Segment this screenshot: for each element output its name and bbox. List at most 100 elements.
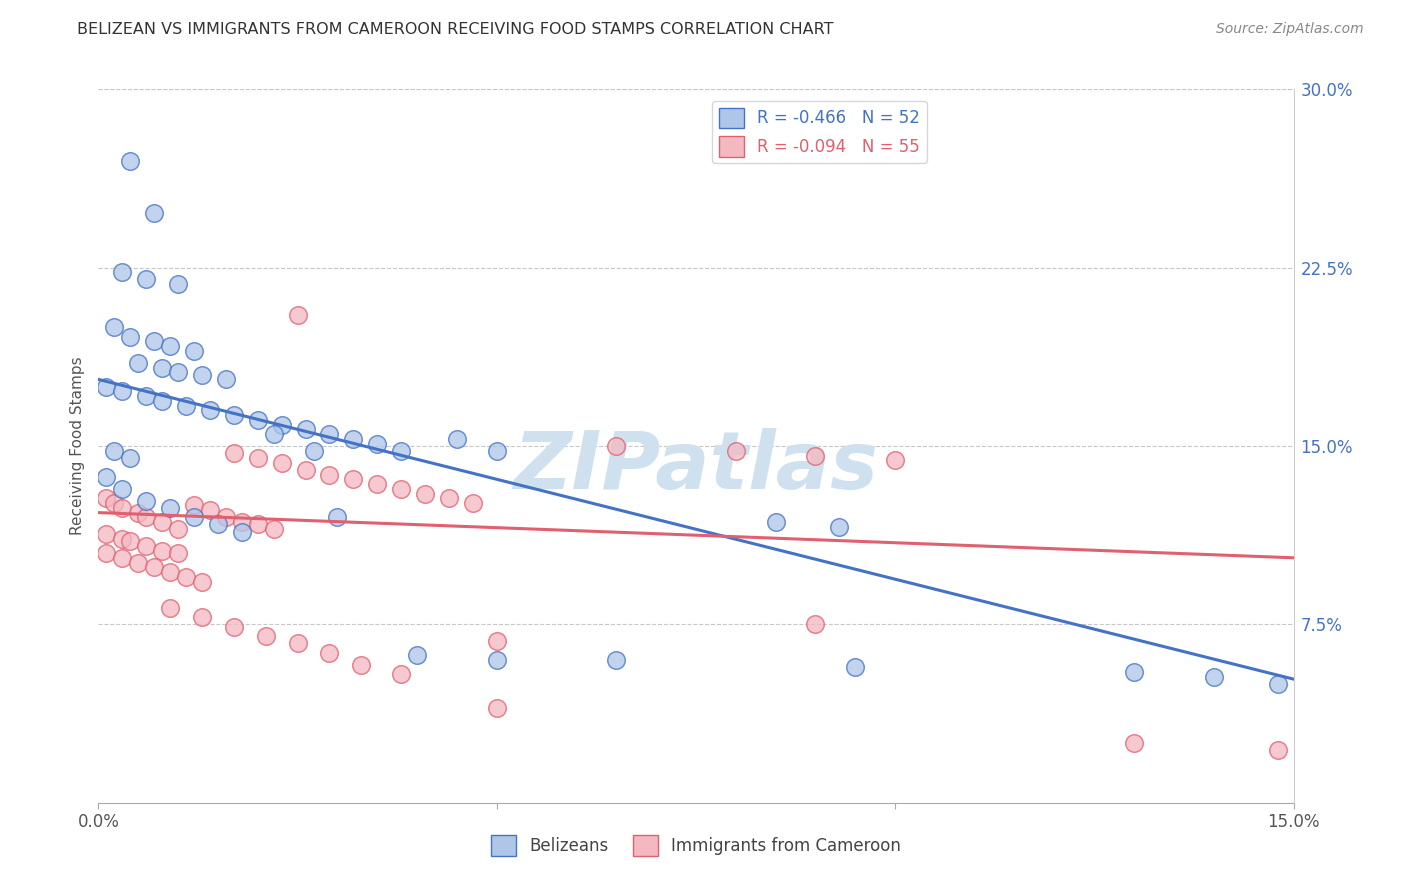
Point [191, 610, 214, 624]
Point [183, 499, 205, 513]
Point [159, 500, 181, 515]
Point [222, 408, 245, 422]
Point [231, 515, 253, 529]
Text: Source: ZipAtlas.com: Source: ZipAtlas.com [1216, 22, 1364, 37]
Point [96, 546, 118, 560]
Point [884, 453, 907, 467]
Point [111, 384, 134, 399]
Point [183, 343, 205, 358]
Point [1123, 736, 1146, 750]
Point [724, 443, 747, 458]
Point [485, 634, 508, 648]
Point [127, 506, 149, 520]
Text: ZIPatlas: ZIPatlas [513, 428, 879, 507]
Point [174, 399, 197, 413]
Point [207, 517, 229, 532]
Point [485, 653, 508, 667]
Point [413, 486, 436, 500]
Point [318, 427, 340, 442]
Point [167, 277, 190, 292]
Point [150, 393, 173, 408]
Point [103, 496, 125, 510]
Point [198, 403, 221, 417]
Point [198, 503, 221, 517]
Point [263, 427, 285, 442]
Point [120, 153, 142, 168]
Point [120, 329, 142, 343]
Point [167, 365, 190, 379]
Point [294, 463, 316, 477]
Point [461, 496, 484, 510]
Point [828, 520, 851, 534]
Point [191, 574, 214, 589]
Point [111, 532, 134, 546]
Point [485, 443, 508, 458]
Point [127, 356, 149, 370]
Point [231, 524, 253, 539]
Point [111, 550, 134, 565]
Point [326, 510, 349, 524]
Point [1267, 743, 1289, 757]
Point [135, 493, 157, 508]
Point [222, 446, 245, 460]
Point [318, 646, 340, 660]
Point [174, 570, 197, 584]
Point [111, 500, 134, 515]
Text: BELIZEAN VS IMMIGRANTS FROM CAMEROON RECEIVING FOOD STAMPS CORRELATION CHART: BELIZEAN VS IMMIGRANTS FROM CAMEROON REC… [77, 22, 834, 37]
Point [287, 308, 309, 322]
Point [143, 560, 166, 574]
Point [485, 700, 508, 714]
Point [246, 413, 269, 427]
Point [135, 510, 157, 524]
Point [263, 522, 285, 536]
Point [270, 417, 292, 432]
Point [103, 320, 125, 334]
Point [366, 477, 388, 491]
Point [96, 527, 118, 541]
Point [765, 515, 787, 529]
Point [389, 482, 412, 496]
Point [159, 600, 181, 615]
Point [366, 436, 388, 450]
Point [167, 522, 190, 536]
Point [605, 653, 627, 667]
Legend: Belizeans, Immigrants from Cameroon: Belizeans, Immigrants from Cameroon [484, 829, 908, 863]
Point [150, 543, 173, 558]
Point [350, 657, 373, 672]
Point [246, 450, 269, 465]
Point [135, 272, 157, 286]
Point [254, 629, 277, 643]
Point [150, 360, 173, 375]
Point [804, 449, 827, 463]
Point [159, 339, 181, 353]
Point [143, 334, 166, 349]
Point [287, 636, 309, 650]
Point [804, 617, 827, 632]
Point [215, 510, 238, 524]
Point [302, 443, 325, 458]
Point [183, 510, 205, 524]
Point [159, 565, 181, 579]
Point [135, 389, 157, 403]
Point [120, 534, 142, 549]
Point [389, 443, 412, 458]
Point [437, 491, 460, 506]
Point [446, 432, 468, 446]
Point [246, 517, 269, 532]
Point [215, 372, 238, 386]
Point [294, 422, 316, 436]
Point [150, 515, 173, 529]
Point [135, 539, 157, 553]
Point [222, 620, 245, 634]
Point [167, 546, 190, 560]
Point [1202, 670, 1225, 684]
Point [406, 648, 429, 663]
Point [1267, 677, 1289, 691]
Point [96, 379, 118, 393]
Point [605, 439, 627, 453]
Point [120, 450, 142, 465]
Point [342, 432, 364, 446]
Point [191, 368, 214, 382]
Point [111, 265, 134, 279]
Point [103, 443, 125, 458]
